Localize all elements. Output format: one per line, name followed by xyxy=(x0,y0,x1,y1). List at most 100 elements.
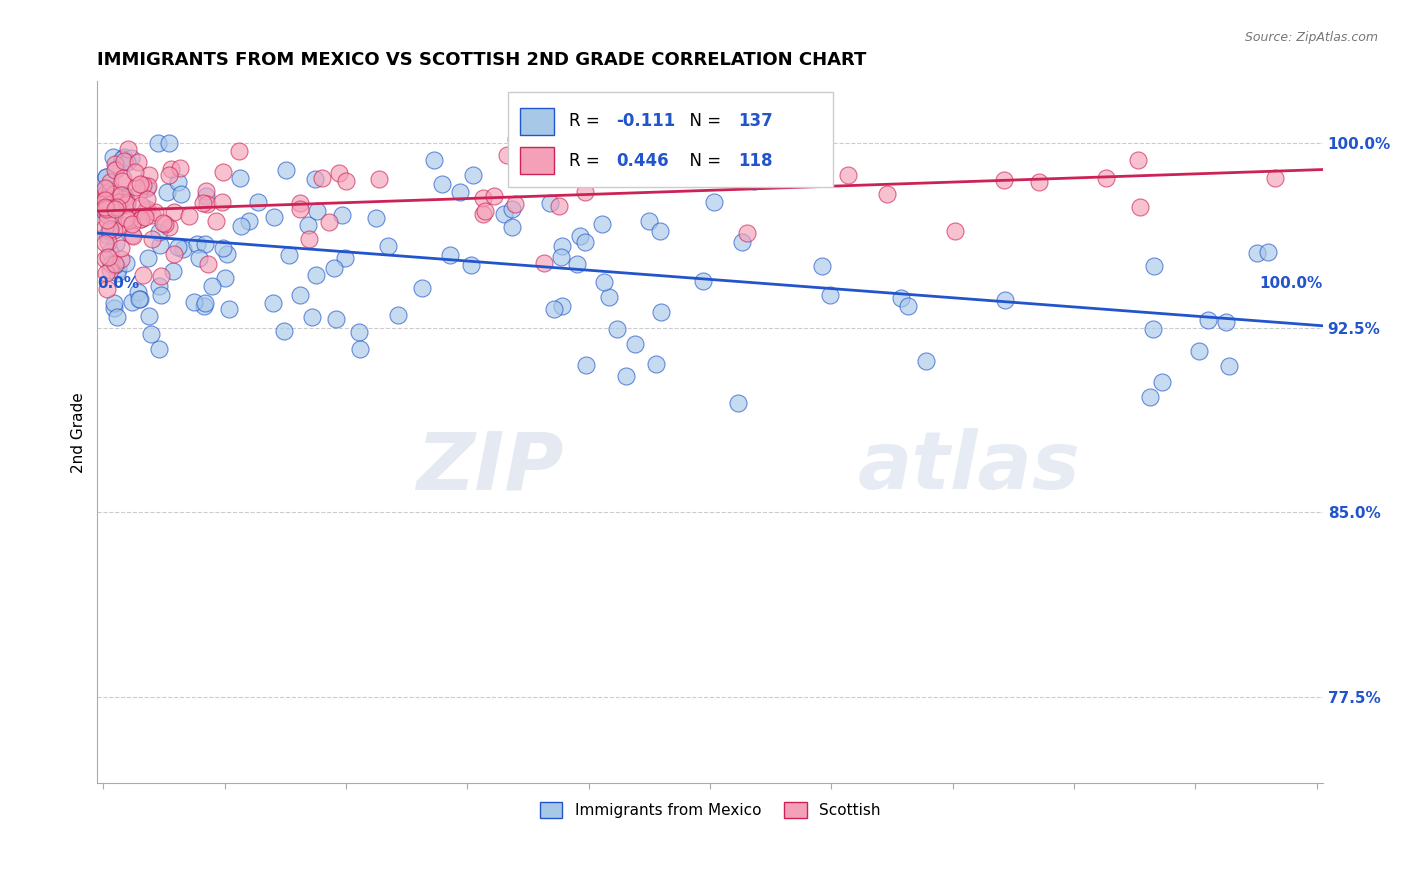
Point xyxy=(349,342,371,356)
Point xyxy=(1142,322,1164,336)
Point xyxy=(318,215,340,229)
Point xyxy=(162,264,184,278)
Point xyxy=(131,178,153,192)
Point xyxy=(550,250,572,264)
Point xyxy=(104,157,127,171)
Point xyxy=(692,274,714,288)
Point xyxy=(328,166,350,180)
Point xyxy=(335,174,357,188)
Point xyxy=(127,210,149,224)
Point xyxy=(517,148,540,162)
Point xyxy=(93,236,115,251)
Point xyxy=(128,177,150,191)
Point xyxy=(537,162,560,177)
Point xyxy=(136,181,159,195)
Point xyxy=(503,197,526,211)
Point xyxy=(1197,313,1219,327)
Point xyxy=(98,222,121,236)
Point xyxy=(1218,359,1240,373)
Point xyxy=(107,200,129,214)
Point xyxy=(156,186,179,200)
Point xyxy=(141,208,163,222)
Point xyxy=(186,237,208,252)
Point xyxy=(194,296,217,310)
Point xyxy=(138,309,160,323)
Point xyxy=(439,248,461,262)
Point xyxy=(501,202,523,216)
Point xyxy=(1143,259,1166,273)
Point xyxy=(533,256,555,270)
Point xyxy=(606,322,628,336)
Point xyxy=(103,296,125,310)
Point xyxy=(229,170,252,185)
Point xyxy=(211,194,233,209)
Point xyxy=(121,217,143,231)
Point xyxy=(105,266,128,280)
Point xyxy=(104,256,127,270)
Point xyxy=(94,181,117,195)
Point xyxy=(160,162,183,177)
Point xyxy=(107,261,129,276)
Point xyxy=(115,196,138,211)
Point xyxy=(591,217,613,231)
Point xyxy=(132,268,155,283)
Point xyxy=(96,282,118,296)
Point xyxy=(495,147,517,161)
Point xyxy=(96,228,118,243)
Point xyxy=(183,295,205,310)
Text: 118: 118 xyxy=(738,152,773,169)
Point xyxy=(179,209,201,223)
Point xyxy=(593,275,616,289)
Point xyxy=(624,336,647,351)
Point xyxy=(735,226,758,240)
Point xyxy=(129,211,152,226)
Point xyxy=(1129,200,1152,214)
Point xyxy=(167,240,190,254)
Point xyxy=(136,251,159,265)
Point xyxy=(146,136,169,150)
Point xyxy=(574,136,596,150)
Point xyxy=(114,198,136,212)
Point xyxy=(614,369,637,384)
Point xyxy=(538,196,561,211)
Point xyxy=(97,250,120,264)
Point xyxy=(1095,171,1118,186)
Point xyxy=(727,396,749,410)
Point xyxy=(247,194,270,209)
Point xyxy=(100,202,122,216)
Point xyxy=(114,218,136,232)
Point xyxy=(170,186,193,201)
Point xyxy=(505,132,527,146)
Point xyxy=(811,259,834,273)
Point xyxy=(278,248,301,262)
Text: -0.111: -0.111 xyxy=(616,112,675,130)
Point xyxy=(993,173,1015,187)
Point xyxy=(890,291,912,305)
Point xyxy=(297,218,319,232)
Point xyxy=(598,290,620,304)
Point xyxy=(575,358,598,372)
Point xyxy=(110,242,132,256)
Point xyxy=(1246,246,1268,260)
Point xyxy=(818,288,841,302)
Point xyxy=(103,301,125,316)
Point xyxy=(943,224,966,238)
Point xyxy=(111,193,134,207)
Point xyxy=(1257,245,1279,260)
Point xyxy=(104,258,127,272)
Point xyxy=(163,204,186,219)
Point xyxy=(731,235,754,250)
Point xyxy=(96,212,118,227)
Point xyxy=(94,196,117,211)
Point xyxy=(96,169,118,184)
Point xyxy=(1028,176,1050,190)
Text: atlas: atlas xyxy=(858,428,1080,507)
Point xyxy=(536,149,558,163)
Point xyxy=(148,342,170,356)
Point xyxy=(637,214,659,228)
Point xyxy=(121,228,143,243)
Point xyxy=(703,195,725,210)
Point xyxy=(115,194,138,209)
Point xyxy=(167,175,190,189)
Point xyxy=(1215,315,1237,329)
